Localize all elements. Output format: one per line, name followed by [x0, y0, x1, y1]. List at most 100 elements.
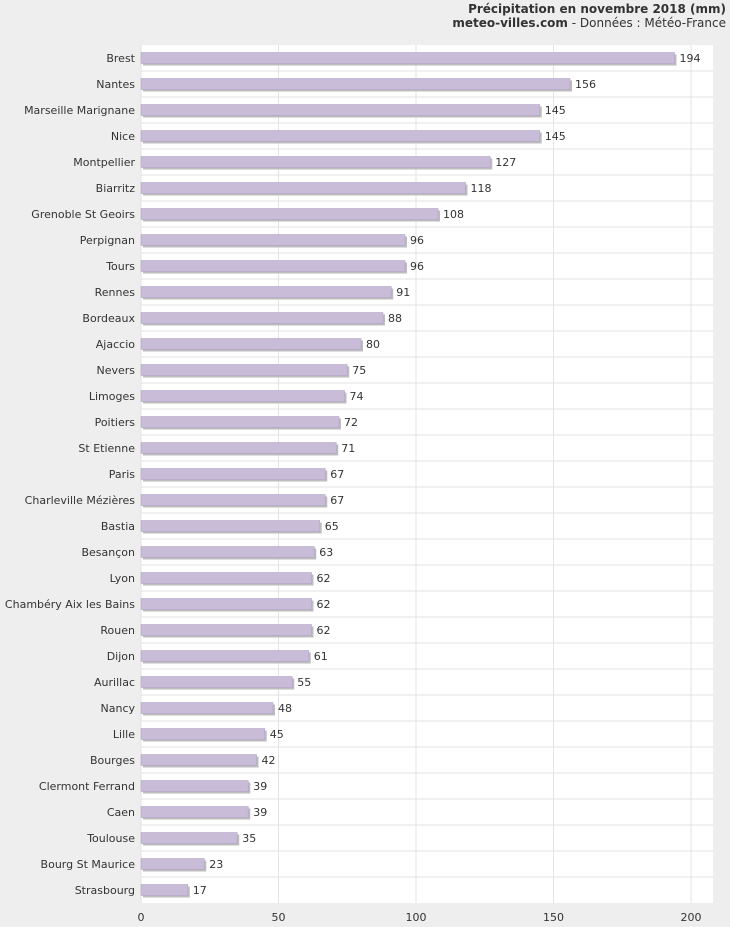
bar: [140, 572, 312, 584]
category-label: Marseille Marignane: [24, 104, 135, 117]
category-label: Rennes: [95, 286, 136, 299]
bar: [140, 130, 541, 142]
data-label: 39: [253, 780, 267, 793]
data-label: 145: [545, 130, 566, 143]
category-label: Charleville Mézières: [25, 494, 136, 507]
category-label: Nevers: [96, 364, 135, 377]
data-label: 23: [209, 858, 223, 871]
bar: [140, 494, 326, 506]
category-label: St Etienne: [78, 442, 135, 455]
bar: [140, 520, 321, 532]
data-label: 118: [471, 182, 492, 195]
bar: [140, 416, 340, 428]
bar: [140, 52, 675, 64]
chart-source: meteo-villes.com - Données : Météo-Franc…: [452, 16, 726, 30]
bar: [140, 364, 348, 376]
category-label: Limoges: [89, 390, 135, 403]
data-label: 145: [545, 104, 566, 117]
bar: [140, 702, 274, 714]
bar: [140, 182, 466, 194]
bar: [140, 260, 406, 272]
data-label: 80: [366, 338, 380, 351]
data-label: 108: [443, 208, 464, 221]
data-label: 39: [253, 806, 267, 819]
category-label: Chambéry Aix les Bains: [5, 598, 135, 611]
bar: [140, 156, 491, 168]
data-label: 35: [242, 832, 256, 845]
category-label: Nice: [111, 130, 135, 143]
category-label: Nancy: [101, 702, 136, 715]
data-label: 62: [317, 572, 331, 585]
bar: [140, 312, 384, 324]
bar: [140, 806, 249, 818]
bar: [140, 78, 571, 90]
data-label: 75: [352, 364, 366, 377]
category-label: Perpignan: [80, 234, 135, 247]
category-label: Clermont Ferrand: [39, 780, 135, 793]
data-label: 91: [396, 286, 410, 299]
category-label: Caen: [107, 806, 135, 819]
data-label: 65: [325, 520, 339, 533]
category-label: Brest: [106, 52, 135, 65]
category-label: Nantes: [96, 78, 135, 91]
bar: [140, 780, 249, 792]
source-text: - Données : Météo-France: [567, 16, 726, 30]
bar: [140, 234, 406, 246]
chart-title: Précipitation en novembre 2018 (mm): [468, 2, 726, 16]
category-label: Lyon: [110, 572, 135, 585]
bar: [140, 624, 312, 636]
x-tick-label: 100: [406, 911, 427, 924]
category-label: Grenoble St Geoirs: [31, 208, 135, 221]
category-label: Bordeaux: [82, 312, 135, 325]
data-label: 62: [317, 624, 331, 637]
category-label: Toulouse: [86, 832, 135, 845]
x-tick-label: 150: [543, 911, 564, 924]
category-label: Besançon: [81, 546, 135, 559]
bar: [140, 442, 337, 454]
bar: [140, 858, 205, 870]
data-label: 194: [680, 52, 701, 65]
data-label: 48: [278, 702, 292, 715]
bar: [140, 650, 310, 662]
category-label: Biarritz: [96, 182, 136, 195]
bar: [140, 468, 326, 480]
data-label: 67: [330, 468, 344, 481]
data-label: 42: [262, 754, 276, 767]
data-label: 71: [341, 442, 355, 455]
data-label: 88: [388, 312, 402, 325]
category-label: Bourges: [90, 754, 135, 767]
bar: [140, 832, 238, 844]
bar: [140, 728, 266, 740]
data-label: 96: [410, 260, 424, 273]
bar: [140, 104, 541, 116]
data-label: 55: [297, 676, 311, 689]
bar: [140, 208, 439, 220]
category-label: Bastia: [101, 520, 135, 533]
data-label: 17: [193, 884, 207, 897]
data-label: 127: [495, 156, 516, 169]
x-tick-label: 50: [272, 911, 286, 924]
category-label: Dijon: [107, 650, 135, 663]
bar: [140, 338, 362, 350]
bar: [140, 676, 293, 688]
bar: [140, 884, 189, 896]
category-label: Montpellier: [73, 156, 135, 169]
category-label: Paris: [109, 468, 135, 481]
category-label: Poitiers: [95, 416, 136, 429]
x-tick-label: 200: [681, 911, 702, 924]
data-label: 96: [410, 234, 424, 247]
category-label: Tours: [105, 260, 135, 273]
category-label: Aurillac: [94, 676, 135, 689]
category-label: Strasbourg: [75, 884, 135, 897]
bar: [140, 286, 392, 298]
source-site: meteo-villes.com: [452, 16, 568, 30]
category-label: Bourg St Maurice: [41, 858, 136, 871]
data-label: 45: [270, 728, 284, 741]
category-label: Rouen: [100, 624, 135, 637]
data-label: 72: [344, 416, 358, 429]
data-label: 63: [319, 546, 333, 559]
data-label: 62: [317, 598, 331, 611]
data-label: 74: [350, 390, 364, 403]
